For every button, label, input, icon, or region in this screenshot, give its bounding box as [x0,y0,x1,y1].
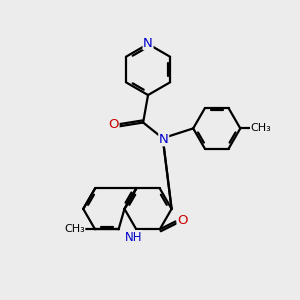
Text: CH₃: CH₃ [250,123,271,134]
Text: CH₃: CH₃ [64,224,85,234]
Text: O: O [177,214,188,227]
Text: N: N [143,37,153,50]
Text: NH: NH [124,231,142,244]
Text: N: N [159,133,169,146]
Text: O: O [108,118,119,131]
